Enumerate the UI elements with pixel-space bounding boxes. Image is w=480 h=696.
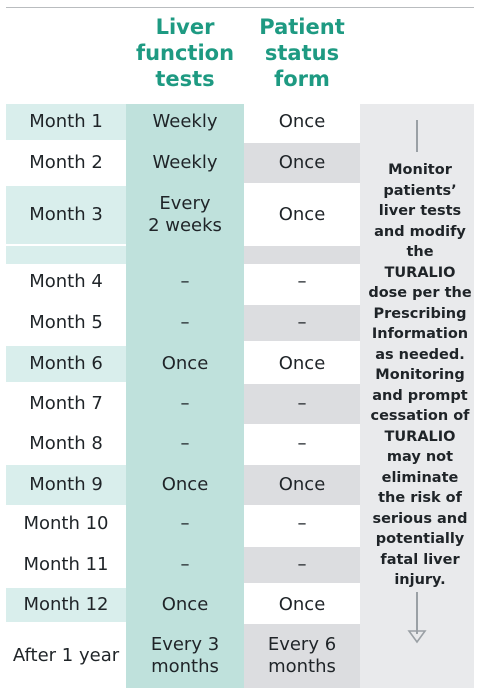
month-label: Month 10 bbox=[23, 513, 109, 534]
note-line: Information bbox=[371, 326, 469, 342]
month-cell-shade bbox=[6, 588, 126, 622]
header-line: function bbox=[135, 41, 235, 65]
note-line: patients’ bbox=[383, 182, 457, 199]
patient-form-frequency: Once bbox=[278, 152, 326, 173]
note-line: dose per the bbox=[368, 285, 472, 301]
patient-form-frequency: Once bbox=[278, 204, 326, 225]
note-line: and prompt bbox=[372, 387, 468, 404]
month-label: Month 11 bbox=[23, 554, 109, 575]
liver-test-frequency: – bbox=[180, 312, 190, 333]
patient-cell-shade bbox=[244, 143, 360, 183]
liver-test-frequency: Weekly bbox=[152, 111, 218, 132]
patient-cell-shade bbox=[244, 305, 360, 341]
month-label: Month 4 bbox=[29, 271, 103, 292]
arrow-down-icon bbox=[407, 630, 427, 644]
patient-form-frequency: – bbox=[297, 513, 307, 534]
note-line: TURALIO bbox=[384, 428, 456, 445]
arrow-top-line bbox=[416, 120, 418, 152]
patient-cell-shade bbox=[244, 465, 360, 505]
month-label: Month 7 bbox=[29, 393, 103, 414]
note-line: liver tests bbox=[378, 203, 462, 219]
note-line: Prescribing bbox=[373, 305, 467, 322]
patient-form-frequency: – bbox=[297, 271, 307, 292]
liver-test-frequency: Once bbox=[161, 474, 209, 495]
liver-test-frequency: Every 2 weeks bbox=[148, 193, 222, 236]
note-line: cessation of bbox=[370, 408, 470, 424]
patient-form-frequency: – bbox=[297, 433, 307, 454]
note-line: as needed. bbox=[375, 346, 465, 363]
liver-test-frequency: Once bbox=[161, 594, 209, 615]
month-label: Month 5 bbox=[29, 312, 103, 333]
liver-test-frequency: Weekly bbox=[152, 152, 218, 173]
monitoring-note: Monitor patients’ liver tests and modify the… bbox=[366, 160, 474, 591]
liver-test-frequency: – bbox=[180, 554, 190, 575]
liver-column-background bbox=[126, 104, 244, 688]
month-cell-shade bbox=[6, 104, 126, 140]
month-label: Month 8 bbox=[29, 433, 103, 454]
note-line: the bbox=[406, 244, 434, 260]
month-cell-shade bbox=[6, 465, 126, 505]
header-line: form bbox=[274, 67, 330, 91]
month-label: Month 12 bbox=[23, 594, 109, 615]
patient-form-frequency: – bbox=[297, 554, 307, 575]
liver-test-frequency: – bbox=[180, 393, 190, 414]
note-line: and modify bbox=[374, 223, 466, 240]
header-line: tests bbox=[155, 67, 215, 91]
side-note-background bbox=[360, 104, 474, 688]
note-line: the risk of bbox=[378, 490, 462, 506]
month-label: Month 3 bbox=[29, 204, 103, 225]
month-label: Month 9 bbox=[29, 474, 103, 495]
header-liver-function-tests: Liver function tests bbox=[126, 14, 244, 92]
month-cell-shade bbox=[6, 346, 126, 382]
patient-form-frequency: Once bbox=[278, 111, 326, 132]
note-line: TURALIO bbox=[384, 264, 456, 281]
note-line: Monitoring bbox=[375, 367, 465, 383]
header-line: Patient bbox=[259, 15, 345, 39]
patient-form-frequency: Once bbox=[278, 594, 326, 615]
liver-test-frequency: – bbox=[180, 271, 190, 292]
note-line: serious and bbox=[372, 510, 468, 527]
month-spacer-shade bbox=[6, 246, 126, 264]
header-line: Liver bbox=[155, 15, 215, 39]
note-line: may not bbox=[386, 449, 454, 465]
top-rule bbox=[6, 7, 474, 8]
patient-form-frequency: – bbox=[297, 393, 307, 414]
patient-form-frequency: Once bbox=[278, 474, 326, 495]
liver-test-frequency: – bbox=[180, 433, 190, 454]
note-line: injury. bbox=[394, 572, 446, 588]
arrow-bottom-line bbox=[416, 592, 418, 634]
month-label: Month 2 bbox=[29, 152, 103, 173]
header-line: status bbox=[264, 41, 340, 65]
month-cell-shade bbox=[6, 186, 126, 244]
liver-test-frequency: – bbox=[180, 513, 190, 534]
patient-cell-shade bbox=[244, 547, 360, 583]
month-label: Month 1 bbox=[29, 111, 103, 132]
liver-test-frequency: Once bbox=[161, 353, 209, 374]
header-patient-status-form: Patient status form bbox=[244, 14, 360, 92]
patient-cell-shade bbox=[244, 624, 360, 688]
patient-form-frequency: Every 6 months bbox=[267, 634, 337, 677]
note-line: Monitor bbox=[388, 162, 452, 178]
patient-spacer-shade bbox=[244, 246, 360, 264]
month-label: Month 6 bbox=[29, 353, 103, 374]
liver-test-frequency: Every 3 months bbox=[150, 634, 220, 677]
month-label: After 1 year bbox=[12, 645, 120, 666]
note-line: potentially bbox=[375, 531, 465, 547]
patient-form-frequency: Once bbox=[278, 353, 326, 374]
patient-cell-shade bbox=[244, 384, 360, 424]
patient-form-frequency: – bbox=[297, 312, 307, 333]
note-line: eliminate bbox=[381, 469, 459, 486]
note-line: fatal liver bbox=[380, 551, 460, 568]
